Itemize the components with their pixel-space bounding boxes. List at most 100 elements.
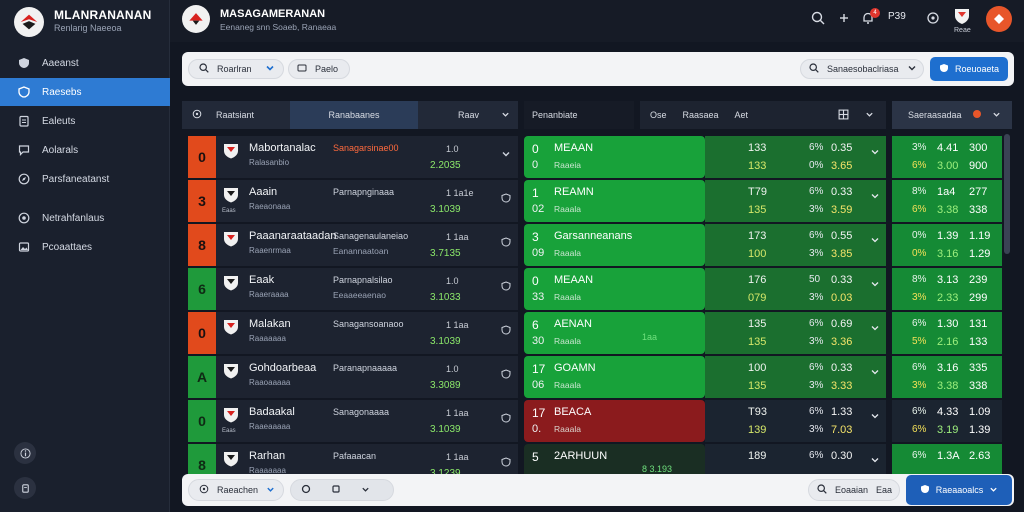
shield-icon[interactable] — [501, 278, 511, 291]
stats-cell[interactable]: 173 100 6% 3% 0.55 3.85 — [705, 224, 886, 266]
settings-icon[interactable] — [925, 10, 941, 26]
shield-icon[interactable] — [501, 454, 511, 467]
table-row[interactable]: 8 Paaanaraataadan Raaenrmaa Sanagenaulaneia… — [188, 224, 1014, 266]
match-score-2: 02 — [532, 203, 545, 215]
bottom-action-button[interactable]: Raeaaoalcs — [906, 475, 1012, 505]
chevron-down-icon[interactable] — [870, 232, 880, 243]
chevron-down-icon[interactable] — [361, 485, 370, 496]
team-cell[interactable]: Gohdoarbeaa Raaoaaaaa Paranapnaaaaa 1.0 3.30… — [216, 356, 518, 398]
team-cell[interactable]: Eaak Raaeraaaa Parnapnalsilao Eeaaeeaenao 1.… — [216, 268, 518, 310]
chevron-down-icon[interactable] — [870, 408, 880, 419]
table-row[interactable]: 3 Eaas Aaain Raeaonaaa Parnapnginaaa 1 1a1e 3.… — [188, 180, 1014, 222]
stat-3: 6% — [809, 230, 824, 241]
flame-icon — [972, 109, 982, 121]
sidebar-item-5[interactable]: Netrahfanlaus — [0, 204, 170, 232]
table-row[interactable]: 0 Mabortanalac Ralasanbio Sanagarsinae00 1.0… — [188, 136, 1014, 178]
team-cell[interactable]: Mabortanalac Ralasanbio Sanagarsinae00 1.0 2… — [216, 136, 518, 178]
app-logo-icon[interactable] — [182, 5, 210, 33]
match-cell[interactable]: 17 BEACA 0. Raaala — [524, 400, 705, 442]
tab-ranking[interactable]: Raatsiant — [182, 101, 290, 129]
grid-icon[interactable] — [838, 109, 849, 122]
odds-1: 6% — [912, 450, 927, 461]
chevron-down-icon[interactable] — [870, 452, 880, 463]
chevron-down-icon[interactable] — [870, 320, 880, 331]
sidebar-item-1[interactable]: Raesebs — [0, 78, 170, 106]
match-score-1: 3 — [532, 230, 539, 244]
chevron-down-icon[interactable] — [870, 188, 880, 199]
odds-cell[interactable]: 6% 6% 4.33 3.19 1.09 1.39 — [892, 400, 1002, 442]
odds-cell[interactable]: 6% 5% 1.30 2.16 131 133 — [892, 312, 1002, 354]
column-header-odds[interactable]: Saeraasadaa — [892, 101, 1012, 129]
shield-icon[interactable] — [501, 234, 511, 247]
competition-label: Paranapnaaaaa — [333, 363, 398, 373]
bottom-filter[interactable]: Raeachen — [188, 479, 284, 501]
info-icon[interactable] — [14, 442, 36, 464]
refresh-icon[interactable] — [301, 484, 311, 496]
column-filter[interactable]: Raav — [418, 101, 518, 129]
stats-cell[interactable]: T93 139 6% 3% 1.33 7.03 — [705, 400, 886, 442]
sidebar-item-4[interactable]: Parsfaneatanst — [0, 165, 170, 193]
copy-icon[interactable] — [331, 484, 341, 496]
match-cell[interactable]: 3 Garsanneanans 09 Raaala — [524, 224, 705, 266]
team-cell[interactable]: Malakan Raaaaaaa Sanagansoanaoo 1 1aa 3.1039 — [216, 312, 518, 354]
brand[interactable]: MLANRANANAN Renlarig Naeeoa — [14, 5, 164, 39]
search-dropdown[interactable]: Roarlran — [188, 59, 284, 79]
rank-badge: 3 — [188, 180, 216, 222]
chevron-down-icon[interactable] — [865, 110, 874, 121]
odds-cell[interactable]: 0% 0% 1.39 3.16 1.19 1.29 — [892, 224, 1002, 266]
match-cell[interactable]: 0 MEAAN 0 Raaeia — [524, 136, 705, 178]
team-metric-1: 1 1a1e — [446, 188, 474, 198]
match-cell[interactable]: 1 REAMN 02 Raaala — [524, 180, 705, 222]
team-name: Rarhan — [249, 450, 286, 462]
match-cell[interactable]: 6 AENAN 30 Raaala 1aa — [524, 312, 705, 354]
odds-cell[interactable]: 6% 3% 3.16 3.38 335 338 — [892, 356, 1002, 398]
stats-cell[interactable]: 100 135 6% 3% 0.33 3.33 — [705, 356, 886, 398]
club-crest-icon[interactable] — [952, 6, 972, 26]
primary-action-button[interactable]: Roeuoaeta — [930, 57, 1008, 81]
table-row[interactable]: A Gohdoarbeaa Raaoaaaaa Paranapnaaaaa 1.0 3.3… — [188, 356, 1014, 398]
stats-cell[interactable]: 176 079 50 3% 0.33 0.03 — [705, 268, 886, 310]
settings-icon[interactable] — [14, 477, 36, 499]
stats-cell[interactable]: 133 133 6% 0% 0.35 3.65 — [705, 136, 886, 178]
shield-icon[interactable] — [501, 190, 511, 203]
table-row[interactable]: 0 Eaas Badaakal Raaeaaaaa Sanagonaaaa 1 1aa 3.… — [188, 400, 1014, 442]
sidebar-item-2[interactable]: Ealeuts — [0, 107, 170, 135]
table-row[interactable]: 6 Eaak Raaeraaaa Parnapnalsilao Eeaaeeaenao 1… — [188, 268, 1014, 310]
sort-dropdown[interactable]: Sanaesobaclriasa — [800, 59, 924, 79]
sidebar-item-6[interactable]: Pcoaattaes — [0, 233, 170, 261]
odds-5: 335 — [969, 362, 988, 374]
view-controls[interactable] — [290, 479, 394, 501]
tab-rankings[interactable]: Ranabaanes — [290, 101, 418, 129]
sidebar-item-0[interactable]: Aaeanst — [0, 49, 170, 77]
chevron-down-icon[interactable] — [870, 144, 880, 155]
team-cell[interactable]: Eaas Badaakal Raaeaaaaa Sanagonaaaa 1 1aa 3.1… — [216, 400, 518, 442]
filter-chip[interactable]: Paelo — [288, 59, 350, 79]
shield-icon[interactable] — [501, 366, 511, 379]
chevron-down-icon[interactable] — [870, 276, 880, 287]
odds-cell[interactable]: 8% 3% 3.13 2.33 239 299 — [892, 268, 1002, 310]
notification-count: P39 — [888, 11, 906, 22]
search-icon[interactable] — [810, 10, 826, 26]
competition-label: Sanagansoanaoo — [333, 319, 404, 329]
shield-icon[interactable] — [501, 322, 511, 335]
odds-cell[interactable]: 3% 6% 4.41 3.00 300 900 — [892, 136, 1002, 178]
add-icon[interactable] — [836, 10, 852, 26]
bottom-search[interactable]: Eoaaian Eaa — [808, 479, 900, 501]
stats-cell[interactable]: 135 135 6% 3% 0.69 3.36 — [705, 312, 886, 354]
avatar[interactable] — [986, 6, 1012, 32]
team-cell[interactable]: Eaas Aaain Raeaonaaa Parnapnginaaa 1 1a1e 3.1… — [216, 180, 518, 222]
stat-4: 3% — [809, 248, 824, 259]
chevron-down-icon[interactable] — [501, 146, 511, 157]
team-cell[interactable]: Paaanaraataadan Raaenrmaa Sanagenaulaneiao… — [216, 224, 518, 266]
stats-cell[interactable]: T79 135 6% 3% 0.33 3.59 — [705, 180, 886, 222]
match-cell[interactable]: 17 GOAMN 06 Raaala — [524, 356, 705, 398]
odds-cell[interactable]: 8% 6% 1a4 3.38 277 338 — [892, 180, 1002, 222]
team-crest-icon — [222, 406, 240, 424]
match-cell[interactable]: 0 MEAAN 33 Raaala — [524, 268, 705, 310]
odds-4: 3.00 — [937, 160, 959, 172]
shield-icon[interactable] — [501, 410, 511, 423]
chevron-down-icon[interactable] — [870, 364, 880, 375]
table-row[interactable]: 0 Malakan Raaaaaaa Sanagansoanaoo 1 1aa 3.103… — [188, 312, 1014, 354]
sidebar-item-3[interactable]: Aolarals — [0, 136, 170, 164]
scrollbar[interactable] — [1004, 134, 1010, 254]
